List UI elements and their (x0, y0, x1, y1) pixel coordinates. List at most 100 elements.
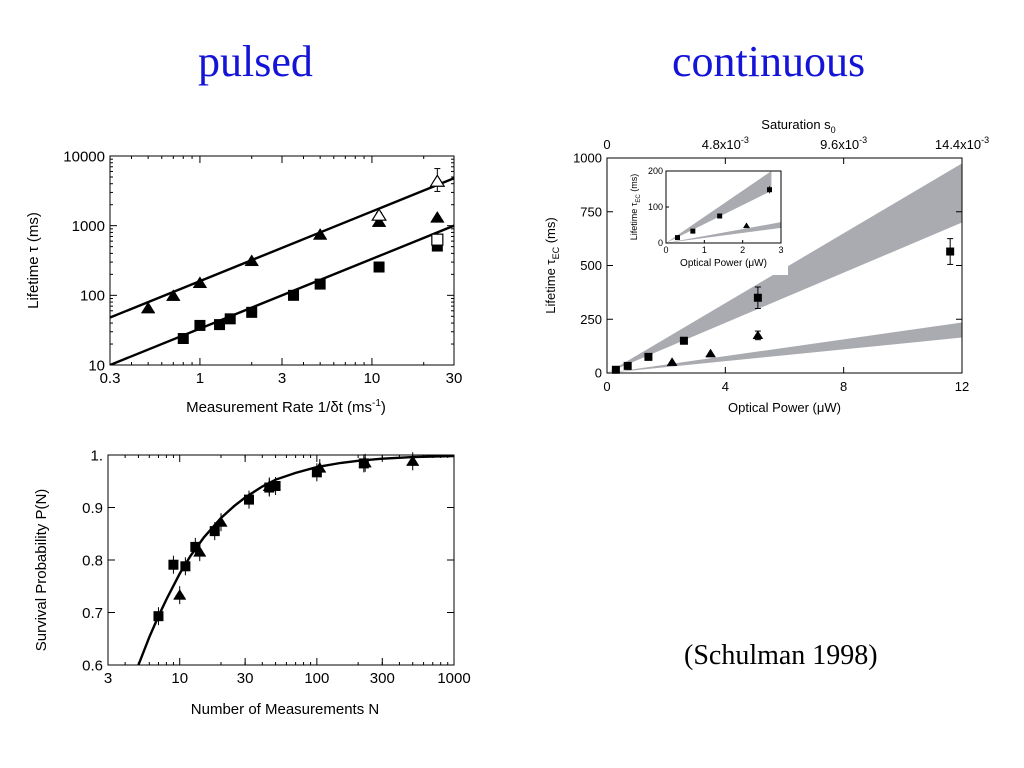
x-axis-tick-label: 4 (722, 379, 729, 394)
square-point (168, 559, 179, 570)
survival-chart: 3 10 30 100 300 1000 0.6 0.7 0.8 0.9 1. Number of M… (33, 447, 471, 718)
fit-lines (110, 177, 454, 365)
y-axis-label: Lifetime τEC (ms) (543, 217, 561, 313)
open-square-point (431, 233, 444, 246)
y-axis-tick-label: 500 (580, 258, 602, 273)
square-point (224, 313, 236, 325)
triangle-point (140, 301, 156, 314)
triangle-point (312, 228, 328, 240)
square-point (214, 319, 226, 331)
top-axis-tick-label: 9.6x10-3 (820, 135, 867, 152)
x-axis-tick-label: 100 (304, 670, 329, 687)
y-axis-tick-label: 750 (580, 204, 602, 219)
x-axis-tick-label: 10 (171, 670, 188, 687)
triangle-point (193, 545, 207, 557)
top-axis-tick-label: 4.8x10-3 (702, 135, 749, 152)
square-point (288, 289, 300, 301)
square-point (623, 361, 632, 370)
inset-x-tick-label: 2 (740, 245, 745, 255)
triangle-point (430, 210, 445, 223)
open-triangle-point (429, 174, 446, 187)
square-point (946, 247, 955, 256)
y-axis-tick-label: 10 (88, 357, 105, 374)
triangle-point (192, 276, 208, 289)
square-point (753, 293, 762, 302)
square-point (209, 526, 220, 537)
inset-square-point (767, 187, 772, 193)
inset-x-tick-label: 1 (702, 245, 707, 255)
y-axis-tick-label: 0.9 (82, 500, 103, 517)
y-axis-tick-label: 1. (90, 447, 103, 464)
x-axis-label: Measurement Rate 1/δt (ms-1) (186, 398, 386, 416)
triangle-point (752, 330, 764, 340)
x-axis-tick-label: 8 (840, 379, 847, 394)
inset-y-axis-label: Lifetime τEC (ms) (629, 174, 642, 240)
triangle-point (705, 348, 716, 358)
triangle-point (214, 516, 228, 527)
fit-line-2 (110, 224, 454, 365)
triangle-point (166, 289, 181, 301)
inset-chart: 0 1 2 3 0 100 200 Optical Power (μW) Lifetime τE… (624, 165, 788, 275)
x-axis-label: Optical Power (μW) (728, 400, 841, 415)
triangle-point (371, 215, 387, 227)
citation: (Schulman 1998) (684, 640, 878, 671)
heading-continuous: continuous (672, 37, 866, 86)
fit-line-1 (110, 177, 454, 319)
triangle-point (313, 461, 327, 473)
triangle-point (406, 455, 420, 466)
inset-y-tick-label: 200 (648, 166, 663, 176)
x-axis-tick-label: 10 (364, 370, 381, 387)
y-axis-tick-label: 250 (580, 312, 602, 327)
heading-pulsed: pulsed (198, 37, 313, 86)
inset-square-point (690, 228, 696, 234)
square-point (373, 261, 385, 273)
x-axis-tick-label: 30 (237, 670, 254, 687)
lifetime-rate-chart: 0.3 1 3 10 30 10 100 1000 10000 Measurement Rate … (25, 148, 462, 416)
square-point (190, 541, 201, 552)
inset-x-tick-label: 3 (778, 245, 783, 255)
inset-y-tick-label: 100 (648, 202, 663, 212)
top-axis-tick-label: 14.4x10-3 (935, 135, 989, 152)
triangle-point (173, 589, 187, 600)
triangle-point (262, 480, 276, 492)
inset-square-point (717, 213, 723, 219)
top-axis-tick-label: 0 (603, 137, 610, 152)
square-point (611, 365, 620, 374)
inset-x-tick-label: 0 (663, 245, 668, 255)
y-axis-label: Lifetime τ (ms) (25, 212, 42, 309)
triangle-point (244, 254, 259, 267)
x-axis-tick-label: 1 (196, 370, 204, 387)
plot-frame (107, 454, 455, 666)
square-point (679, 336, 688, 345)
plot-frame (109, 155, 455, 366)
square-point (177, 333, 189, 345)
y-axis-tick-label: 1000 (72, 218, 105, 235)
top-axis-label: Saturation s0 (761, 117, 835, 135)
x-axis-tick-label: 3 (104, 670, 112, 687)
inset-square-point (675, 235, 680, 241)
inset-band-2 (666, 222, 781, 243)
inset-band-1 (666, 171, 772, 243)
y-axis-tick-label: 10000 (63, 148, 105, 165)
y-axis-tick-label: 0.6 (82, 657, 103, 674)
triangle-point (358, 456, 372, 468)
x-axis-tick-label: 12 (955, 379, 969, 394)
x-axis-tick-label: 0 (603, 379, 610, 394)
model-curve (137, 455, 454, 665)
triangle-point (666, 357, 678, 366)
inset-y-tick-label: 0 (658, 238, 663, 248)
y-axis-tick-label: 0 (595, 366, 602, 381)
x-axis-tick-label: 30 (446, 370, 463, 387)
y-axis-tick-label: 1000 (573, 151, 602, 166)
y-axis-tick-label: 100 (80, 288, 105, 305)
square-point (243, 494, 254, 505)
y-axis-tick-label: 0.8 (82, 552, 103, 569)
square-point (644, 352, 653, 361)
inset-triangle-point (742, 222, 751, 229)
y-axis-tick-label: 0.7 (82, 605, 103, 622)
x-axis-label: Number of Measurements N (191, 701, 379, 718)
square-point (194, 319, 206, 331)
x-axis-tick-label: 1000 (437, 670, 470, 687)
